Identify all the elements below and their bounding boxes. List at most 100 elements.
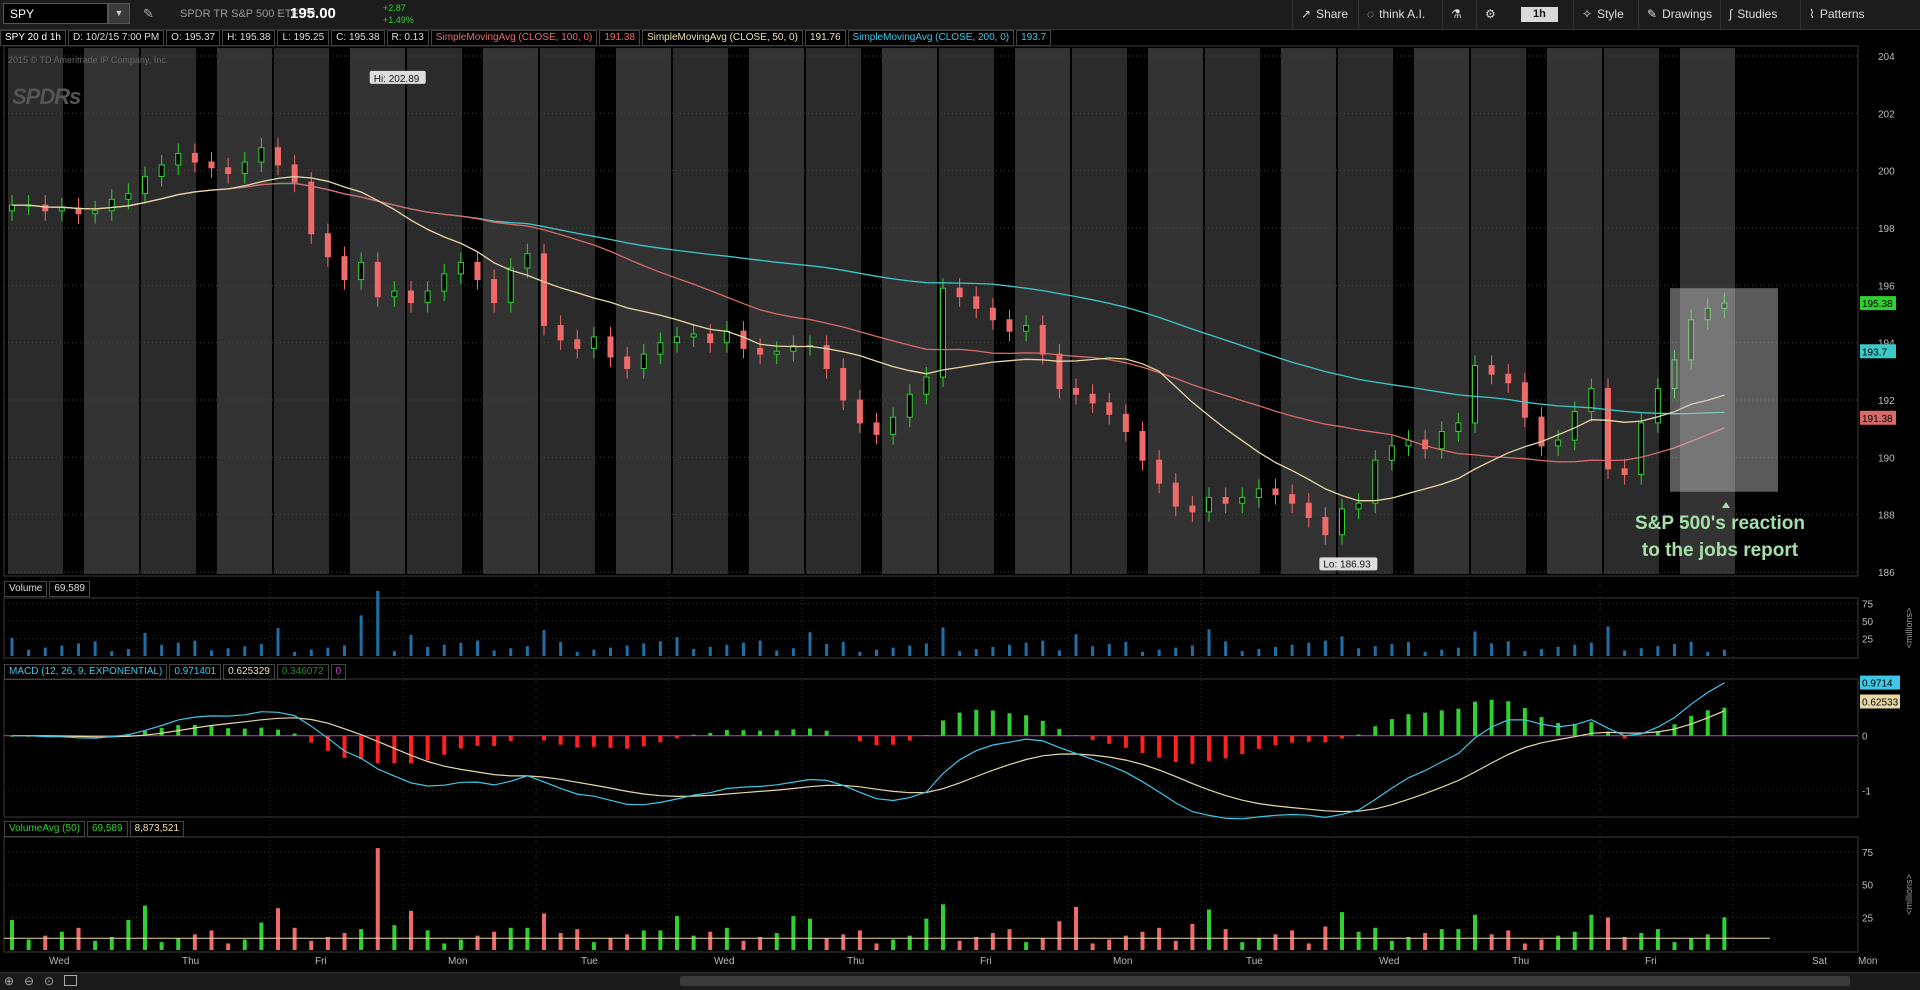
volavg-bar [1257,938,1261,950]
session-band [1547,48,1602,574]
session-band [540,48,595,574]
macd-histogram-bar [1290,736,1294,743]
volavg-label[interactable]: VolumeAvg (50) [4,821,85,837]
macd-histogram-bar [708,733,712,736]
volume-pane-frame [4,598,1858,658]
volavg-bar [1390,941,1394,950]
volavg-bar [708,932,712,950]
volavg-bar [1589,915,1593,950]
volume-bar [1673,644,1676,656]
volume-bar [1690,642,1693,656]
candle-body [1340,509,1345,535]
candle-body [1256,489,1261,498]
candle-body [641,354,646,368]
volavg-bar [259,923,263,950]
volavg-bar [1373,928,1377,950]
volavg-bar [1340,912,1344,950]
zoom-in-icon[interactable]: ⊕ [4,974,14,988]
sma200-badge: 193.7 [1862,347,1887,358]
volavg-bar [642,930,646,950]
volavg-avg: 8,873,521 [130,821,185,837]
volume-bar [1723,650,1726,656]
bottom-scrollbar[interactable]: ⊕ ⊖ ⊙ [0,972,1920,990]
volavg-bar [1207,910,1211,950]
x-axis-label: Mon [1113,956,1132,967]
macd-histogram-bar [592,736,596,747]
volavg-bar [1689,938,1693,950]
macd-histogram-bar [160,728,164,736]
volume-bar [1257,649,1260,656]
candle-body [1306,503,1311,517]
candle-body [10,205,15,211]
volavg-bar [276,908,280,950]
volume-bar [1224,641,1227,656]
volume-bar [277,628,280,656]
candle-body [1140,432,1145,461]
price-tick-label: 188 [1878,511,1895,522]
volume-tick-label: 25 [1862,635,1874,646]
volavg-bar [1540,940,1544,950]
candle-body [708,334,713,343]
session-band [350,48,405,574]
macd-histogram-bar [193,725,197,736]
volume-bar [1573,645,1576,656]
volavg-bar [725,928,729,950]
volume-bar [27,650,30,656]
volume-bar [459,643,462,656]
copyright-watermark: 2015 © TD Ameritrade IP Company, Inc. [8,55,168,65]
volavg-bar [941,904,945,950]
x-axis-label: Thu [1512,956,1529,967]
volavg-bar [1008,929,1012,950]
scroll-thumb[interactable] [680,976,1850,986]
macd-histogram-bar [309,736,313,743]
macd-histogram-bar [559,736,563,745]
candle-body [475,262,480,279]
x-axis-label: Tue [1246,956,1263,967]
volume-bar [792,648,795,656]
macd-histogram-bar [609,736,613,748]
volume-bar [1041,641,1044,656]
volume-bar [858,652,861,656]
candle-body [691,334,696,337]
macd-histogram-bar [1024,715,1028,735]
volume-bar [1191,646,1194,657]
volume-bar [1457,648,1460,656]
session-band [749,48,804,574]
macd-histogram-bar [658,736,662,743]
volume-bar [260,644,263,656]
macd-label[interactable]: MACD (12, 26, 9, EXPONENTIAL) [4,664,167,680]
macd-histogram-bar [1240,736,1244,755]
x-axis-label: Wed [714,956,734,967]
volavg-bar [1141,932,1145,950]
candle-body [93,211,98,214]
volume-bar [293,652,296,656]
macd-histogram-bar [1141,736,1145,753]
volume-label[interactable]: Volume [4,581,47,597]
candle-body [907,394,912,417]
volavg-bar [1673,942,1677,950]
volume-bar [1640,648,1643,656]
volume-bar [991,647,994,656]
volavg-bar [27,940,31,950]
volume-bar [94,641,97,656]
volavg-bar [326,937,330,950]
candle-body [359,262,364,279]
macd-histogram-bar [442,736,446,755]
volavg-bar [825,938,829,950]
zoom-out-icon[interactable]: ⊖ [24,974,34,988]
volume-bar [1590,643,1593,656]
volavg-bar [1639,933,1643,950]
x-axis-label: Fri [980,956,992,967]
macd-histogram-bar [1540,717,1544,736]
volavg-bar [210,930,214,950]
candle-body [924,377,929,394]
volavg-bar [559,933,563,950]
volume-bar [1307,643,1310,656]
volume-bar [1490,643,1493,656]
volume-bar [44,648,47,656]
drag-zoom-icon[interactable] [64,975,77,986]
zoom-reset-icon[interactable]: ⊙ [44,974,54,988]
volume-bar [659,641,662,656]
volume-bar [875,650,878,656]
